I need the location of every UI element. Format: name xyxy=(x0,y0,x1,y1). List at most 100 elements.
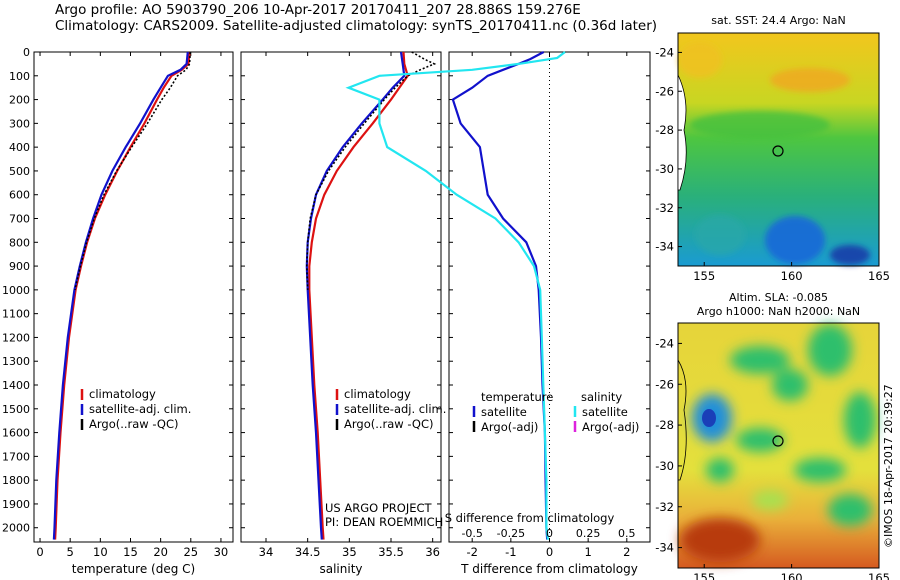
y-tick-label: 900 xyxy=(9,260,30,273)
top-tick-label: 0.5 xyxy=(618,527,636,540)
x-tick-label: 30 xyxy=(214,545,229,559)
y-tick-label: -34 xyxy=(655,240,674,254)
x-tick-label: 155 xyxy=(693,269,715,283)
series-line-satellite-adj-clim- xyxy=(305,51,406,540)
y-tick-label: 300 xyxy=(9,117,30,130)
y-tick-label: 200 xyxy=(9,94,30,107)
profile-panel-1: 0 5 10 15 20 25 300100200300400500600700800900… xyxy=(2,46,234,576)
x-tick-label: 5 xyxy=(67,545,74,559)
x-tick-label: 160 xyxy=(781,571,803,580)
x-tick-label: -1 xyxy=(505,545,516,559)
x-tick-label: 0 xyxy=(546,545,553,559)
x-tick-label: 1 xyxy=(584,545,591,559)
map-title: sat. SST: 24.4 Argo: NaN xyxy=(711,14,845,27)
x-tick-label: 0 xyxy=(36,545,43,559)
panel-frame xyxy=(33,51,234,543)
y-tick-label: 1100 xyxy=(2,308,30,321)
top-tick-label: 0 xyxy=(546,527,553,540)
legend-label: satellite xyxy=(582,405,628,419)
legend-label: climatology xyxy=(89,387,156,401)
top-axis-label: S difference from climatology xyxy=(445,511,615,525)
legend-title: salinity xyxy=(581,390,622,404)
x-tick-label: 10 xyxy=(93,545,108,559)
y-tick-label: 800 xyxy=(9,236,30,249)
top-tick-label: -0.25 xyxy=(497,527,525,540)
profile-panel-3: -2 -1 0 1 2 T difference from climatology S di… xyxy=(345,51,651,576)
y-tick-label: 1600 xyxy=(2,427,30,440)
legend-label: satellite-adj. clim. xyxy=(344,402,446,416)
y-tick-label: -24 xyxy=(655,45,674,59)
x-tick-label: 2 xyxy=(623,545,630,559)
x-tick-label: 34 xyxy=(259,545,274,559)
x-tick-label: 165 xyxy=(868,269,890,283)
sla-map xyxy=(677,322,880,569)
y-tick-label: -24 xyxy=(655,336,674,350)
y-tick-label: -30 xyxy=(655,162,674,176)
map-title: Argo h1000: NaN h2000: NaN xyxy=(697,305,860,318)
y-tick-label: 1400 xyxy=(2,379,30,392)
x-tick-label: 36 xyxy=(425,545,440,559)
y-tick-label: 1300 xyxy=(2,355,30,368)
y-tick-label: -28 xyxy=(655,123,674,137)
y-tick-label: 1000 xyxy=(2,284,30,297)
y-tick-label: 1800 xyxy=(2,474,30,487)
series-line-argo-raw-qc- xyxy=(305,51,437,290)
y-tick-label: 500 xyxy=(9,165,30,178)
y-tick-label: 400 xyxy=(9,141,30,154)
y-tick-label: 1900 xyxy=(2,498,30,511)
series-line-satellite xyxy=(345,51,566,540)
y-tick-label: 0 xyxy=(23,46,30,59)
x-axis-label: T difference from climatology xyxy=(460,562,638,576)
legend-label: satellite-adj. clim. xyxy=(89,402,191,416)
y-tick-label: 700 xyxy=(9,213,30,226)
legend-label: Argo(..raw -QC) xyxy=(89,417,179,431)
y-tick-label: -26 xyxy=(655,84,674,98)
x-tick-label: 160 xyxy=(781,269,803,283)
series-line-climatology xyxy=(308,51,409,540)
map-title: Altim. SLA: -0.085 xyxy=(729,291,828,304)
y-tick-label: 100 xyxy=(9,70,30,83)
legend-label: climatology xyxy=(344,387,411,401)
copyright-text: ©IMOS 18-Apr-2017 20:39:27 xyxy=(882,384,895,548)
plot-title-line-1: Argo profile: AO 5903790_206 10-Apr-2017… xyxy=(55,2,581,18)
series-line-climatology xyxy=(54,51,191,540)
series-line-argo-raw-qc- xyxy=(74,51,191,291)
x-tick-label: 25 xyxy=(183,545,198,559)
argo-location-marker xyxy=(772,435,784,447)
annotation-text: US ARGO PROJECT xyxy=(325,501,433,515)
argo-location-marker xyxy=(772,145,784,157)
legend-label: Argo(-adj) xyxy=(582,420,639,434)
annotation-text: PI: DEAN ROEMMICH xyxy=(325,515,443,529)
top-tick-label: 0.25 xyxy=(576,527,601,540)
y-tick-label: 1500 xyxy=(2,403,30,416)
x-tick-label: 34.5 xyxy=(295,545,321,559)
plot-title-line-2: Climatology: CARS2009. Satellite-adjuste… xyxy=(55,18,658,34)
x-tick-label: 15 xyxy=(123,545,138,559)
legend-title: temperature xyxy=(481,390,553,404)
legend-label: Argo(..raw -QC) xyxy=(344,417,434,431)
y-tick-label: -34 xyxy=(655,541,674,555)
x-tick-label: 165 xyxy=(868,571,890,580)
y-tick-label: 2000 xyxy=(2,522,30,535)
x-axis-label: salinity xyxy=(319,562,362,576)
y-tick-label: -26 xyxy=(655,377,674,391)
y-tick-label: 600 xyxy=(9,189,30,202)
y-tick-label: -28 xyxy=(655,418,674,432)
x-tick-label: 35 xyxy=(342,545,357,559)
x-tick-label: 20 xyxy=(153,545,168,559)
legend-label: Argo(-adj) xyxy=(481,420,538,434)
top-tick-label: -0.5 xyxy=(461,527,482,540)
sst-map xyxy=(677,32,880,267)
profile-panel-2: 34 34.5 35 35.5 36 salinity climatologysatelli… xyxy=(240,51,446,576)
y-tick-label: 1700 xyxy=(2,450,30,463)
y-tick-label: -32 xyxy=(655,500,674,514)
x-tick-label: 35.5 xyxy=(378,545,404,559)
map-axes-3: 155 160 165 -24 -26 -28 -30 -32 -34 sat. SST: 24.… xyxy=(655,14,890,283)
map-axes-4: 155 160 165 -24 -26 -28 -30 -32 -34 Altim. SLA: -… xyxy=(655,291,890,580)
y-tick-label: -32 xyxy=(655,201,674,215)
x-tick-label: -2 xyxy=(466,545,477,559)
x-tick-label: 155 xyxy=(693,571,715,580)
legend-label: satellite xyxy=(481,405,527,419)
panel-frame xyxy=(240,51,442,543)
